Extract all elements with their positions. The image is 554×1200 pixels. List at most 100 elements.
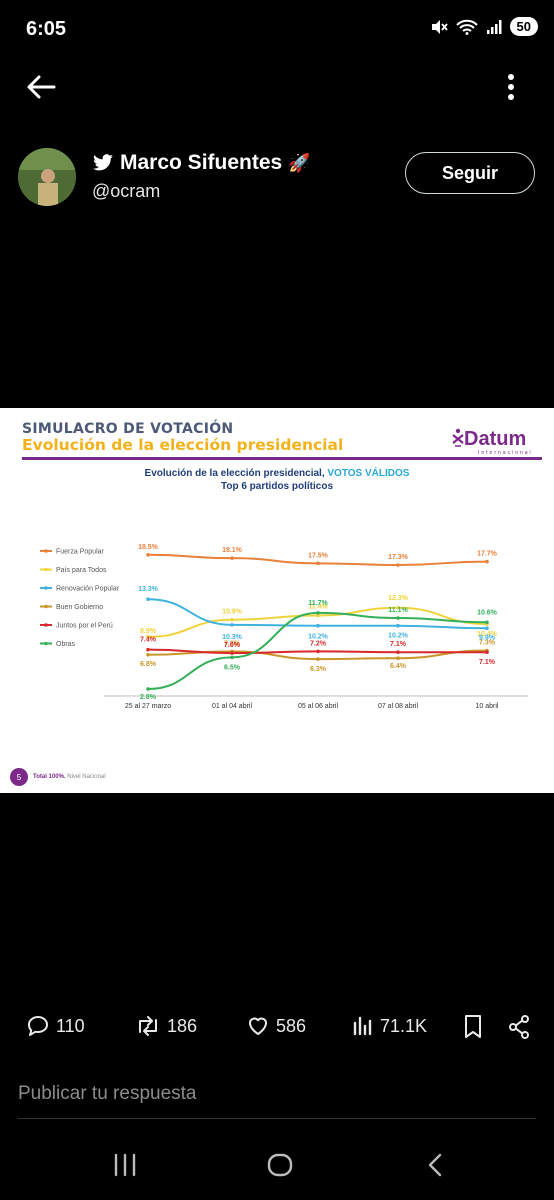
bookmark-icon[interactable] [462,1014,484,1040]
legend-marker [44,623,48,627]
status-icons: 50 [430,17,538,36]
recent-apps-icon[interactable] [112,1150,138,1180]
legend-label: Buen Gobierno [56,604,103,611]
wifi-icon [455,19,478,35]
data-label: 18.1% [222,547,243,554]
footnote-bold: Total 100%. [33,774,66,780]
datum-logo-mark [452,428,464,447]
data-label: 18.5% [138,544,159,551]
data-label: 9.9% [479,634,496,641]
chart-subtitle: Top 6 partidos políticos [220,481,334,492]
data-point [485,626,489,631]
back-arrow-icon[interactable] [24,70,58,104]
home-icon[interactable] [266,1150,294,1180]
reply-input[interactable]: Publicar tu respuesta [18,1083,197,1104]
legend-marker [44,586,48,590]
author-handle[interactable]: @ocram [92,181,161,201]
divider [18,1118,536,1119]
line-chart: 25 al 27 marzo 01 al 04 abril 05 al 06 abr… [40,544,528,710]
data-point [396,563,400,567]
legend-label: Obras [56,641,76,648]
repost-action[interactable]: 186 [135,1014,197,1038]
follow-button[interactable]: Seguir [405,152,535,194]
slide-title: SIMULACRO DE VOTACIÓN [22,421,234,437]
data-point [316,657,320,661]
data-label: 6.3% [310,666,327,673]
series-line [147,611,488,690]
data-point [230,651,234,655]
data-label: 10.2% [388,633,409,640]
data-point [316,623,320,628]
bird-icon [93,154,113,171]
more-options-icon[interactable] [496,70,526,104]
data-label: 10.4% [477,631,498,638]
legend-label: País para Todos [56,567,107,574]
like-count: 586 [276,1015,307,1036]
data-label: 10.2% [308,634,329,641]
data-label: 11.4% [308,603,328,610]
data-label: 10.6% [477,609,498,616]
data-label: 7.2% [224,640,241,647]
data-label: 13.3% [138,586,159,593]
data-point [485,650,489,655]
data-label: 8.9% [140,628,157,635]
legend-marker [44,641,48,646]
reply-action[interactable]: 110 [26,1014,85,1038]
data-label: 7.1% [390,641,407,648]
views-action[interactable]: 71.1K [352,1014,427,1038]
data-label: 17.3% [388,554,409,561]
share-icon[interactable] [507,1014,531,1040]
title-underline [22,457,542,460]
data-label: 2.8% [140,694,157,701]
data-label: 10.3% [222,634,243,641]
legend-label: Renovación Popular [56,586,120,593]
data-point [230,617,234,622]
x-tick-label: 07 al 08 abril [378,703,419,710]
status-time: 6:05 [26,18,67,40]
views-icon [353,1016,372,1036]
chart-title-text: Evolución de la elección presidencial, [144,468,328,479]
data-point [485,559,489,564]
legend-label: Juntos por el Perú [56,623,113,630]
data-point [146,552,150,557]
data-point [485,620,489,625]
data-label: 11.7% [308,600,328,607]
signal-icon [486,19,502,34]
data-point [230,623,234,627]
system-back-icon[interactable] [424,1150,446,1180]
legend-marker [44,549,48,553]
data-point [146,597,150,602]
reply-icon [28,1016,48,1036]
data-point [396,623,400,628]
data-point [396,656,400,661]
data-point [396,650,400,655]
heart-icon [249,1017,267,1035]
post-image[interactable]: SIMULACRO DE VOTACIÓN Evolución de la el… [0,408,554,793]
data-label: 7.2% [310,640,327,647]
legend-marker [44,567,48,572]
data-point [396,605,400,610]
data-point [316,611,320,615]
x-tick-label: 05 al 06 abril [298,703,339,710]
avatar-photo [18,148,76,206]
reply-count: 110 [56,1015,85,1036]
x-tick-label: 01 al 04 abril [212,703,253,710]
legend-label: Fuerza Popular [56,549,105,556]
data-point [146,647,150,652]
like-action[interactable]: 586 [246,1014,306,1038]
battery-badge: 50 [509,17,538,36]
data-point [146,635,150,639]
avatar[interactable] [18,148,76,206]
author-name-row[interactable]: Marco Sifuentes 🚀 [92,151,311,175]
repost-count: 186 [167,1015,198,1036]
repost-icon [139,1016,157,1036]
page-number-badge: 5 [10,768,28,786]
data-label: 6.8% [140,661,157,668]
mute-icon [431,19,448,34]
chart-title: Evolución de la elección presidencial, V… [0,468,554,479]
author-name: Marco Sifuentes [120,151,283,174]
data-point [146,687,150,691]
data-label: 6.5% [224,664,241,671]
footnote-rest: Nivel Nacional [67,774,106,780]
data-label: 7.1% [479,659,496,666]
